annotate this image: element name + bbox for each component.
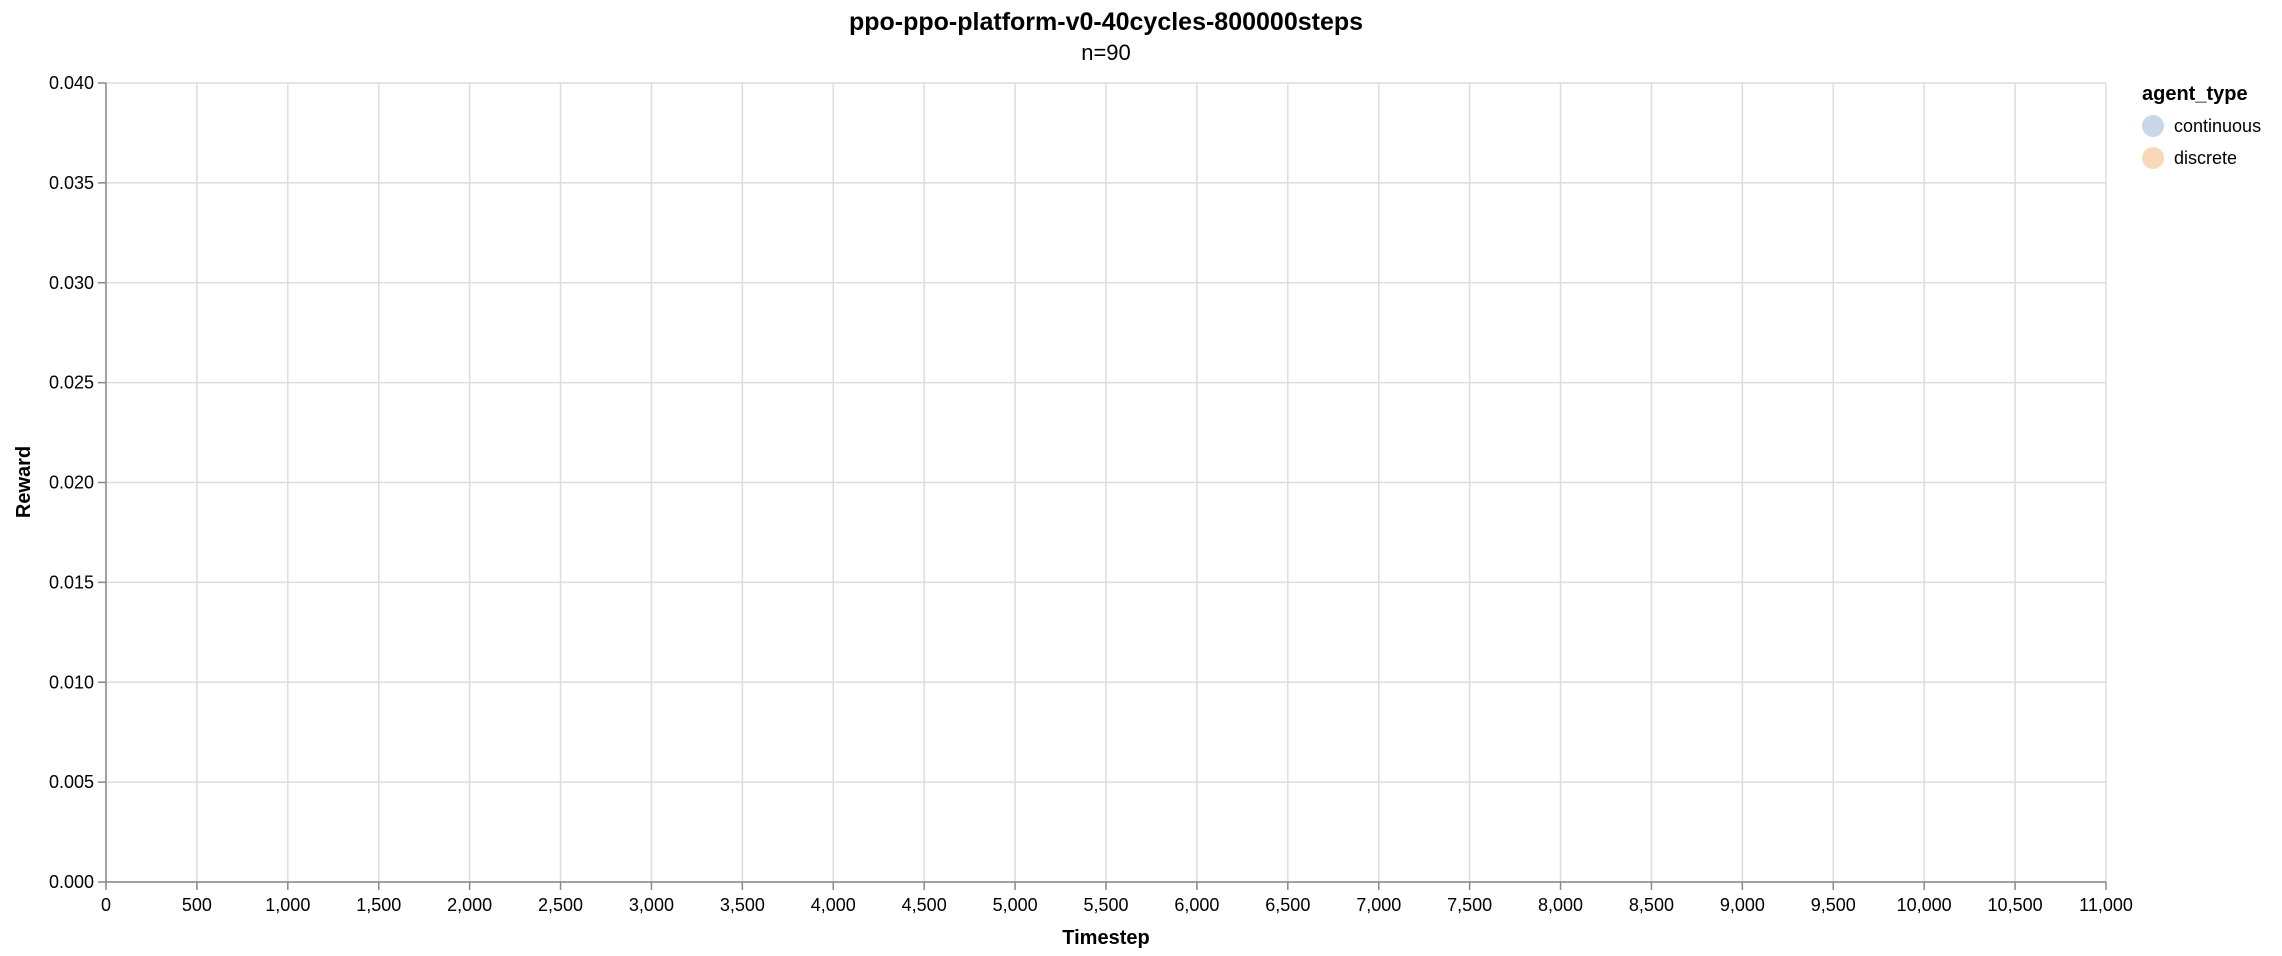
x-tick-label: 3,000 xyxy=(629,895,674,915)
x-tick-label: 1,500 xyxy=(356,895,401,915)
legend-label: discrete xyxy=(2174,148,2237,168)
legend-swatch xyxy=(2142,147,2164,169)
x-tick-label: 6,500 xyxy=(1265,895,1310,915)
y-tick-label: 0.020 xyxy=(49,473,94,493)
x-tick-label: 7,500 xyxy=(1447,895,1492,915)
x-tick-label: 9,000 xyxy=(1720,895,1765,915)
axes: 0 500 1,000 1,500 2,000 2,500 3,000 3,500 4,000 4… xyxy=(49,73,2133,915)
chart-title: ppo-ppo-platform-v0-40cycles-800000steps xyxy=(849,8,1363,36)
legend-title: agent_type xyxy=(2142,83,2248,105)
x-tick-label: 1,000 xyxy=(265,895,310,915)
x-axis-title: Timestep xyxy=(1062,927,1149,949)
x-tick-label: 5,500 xyxy=(1083,895,1128,915)
y-tick-label: 0.030 xyxy=(49,273,94,293)
x-tick-label: 3,500 xyxy=(720,895,765,915)
y-tick-label: 0.015 xyxy=(49,572,94,592)
x-tick-label: 7,000 xyxy=(1356,895,1401,915)
x-tick-label: 10,000 xyxy=(1897,895,1952,915)
y-axis-title: Reward xyxy=(13,446,35,518)
y-tick-label: 0.035 xyxy=(49,173,94,193)
x-tick-label: 6,000 xyxy=(1174,895,1219,915)
grid xyxy=(105,82,2107,883)
x-tick-label: 8,500 xyxy=(1629,895,1674,915)
x-tick-label: 4,500 xyxy=(902,895,947,915)
x-tick-label: 10,500 xyxy=(1988,895,2043,915)
y-tick-label: 0.025 xyxy=(49,373,94,393)
x-tick-label: 2,000 xyxy=(447,895,492,915)
y-tick-label: 0.010 xyxy=(49,672,94,692)
y-tick-label: 0.040 xyxy=(49,73,94,93)
x-tick-label: 5,000 xyxy=(993,895,1038,915)
y-tick-label: 0.005 xyxy=(49,772,94,792)
legend-label: continuous xyxy=(2174,116,2261,136)
x-tick-label: 2,500 xyxy=(538,895,583,915)
y-tick-label: 0.000 xyxy=(49,872,94,892)
chart-subtitle: n=90 xyxy=(1081,40,1131,65)
x-tick-label: 9,500 xyxy=(1811,895,1856,915)
legend-swatch xyxy=(2142,115,2164,137)
x-tick-label: 4,000 xyxy=(811,895,856,915)
x-tick-label: 11,000 xyxy=(2079,895,2133,915)
x-tick-label: 0 xyxy=(101,895,111,915)
x-tick-label: 500 xyxy=(182,895,212,915)
legend: agent_type continuous discrete xyxy=(2142,83,2261,169)
x-tick-label: 8,000 xyxy=(1538,895,1583,915)
